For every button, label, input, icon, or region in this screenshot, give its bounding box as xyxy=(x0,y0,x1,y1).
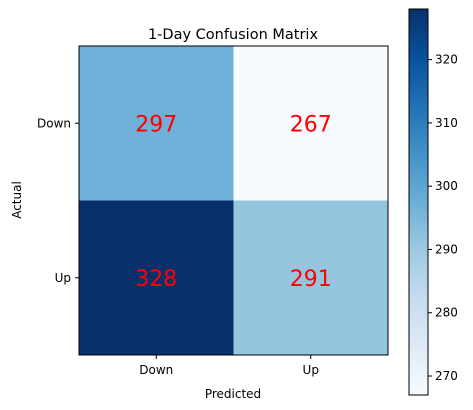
colorbar xyxy=(408,8,429,396)
heatmap-cell xyxy=(233,200,389,356)
heatmap-cell xyxy=(79,46,234,201)
x-axis-label: Predicted xyxy=(205,387,261,401)
cell-value-label: 291 xyxy=(290,267,332,292)
heatmap-cells: 297 267 328 291 xyxy=(79,46,389,356)
cell-value-label: 297 xyxy=(135,112,177,137)
x-tick-label: Up xyxy=(303,363,319,377)
cell-value-label: 267 xyxy=(290,112,332,137)
plot-frame xyxy=(78,45,389,356)
colorbar-tick-label: 280 xyxy=(435,306,458,320)
y-tick-label: Up xyxy=(55,271,71,285)
colorbar-tick-label: 310 xyxy=(435,116,458,130)
chart-title: 1-Day Confusion Matrix xyxy=(148,27,319,43)
colorbar-tick-label: 300 xyxy=(435,179,458,193)
colorbar-tick-label: 290 xyxy=(435,242,458,256)
x-tick-label: Down xyxy=(139,363,173,377)
heatmap-cell xyxy=(79,200,234,356)
colorbar-tick-label: 320 xyxy=(435,53,458,67)
colorbar-tick-label: 270 xyxy=(435,369,458,383)
cell-value-label: 328 xyxy=(135,267,177,292)
colorbar-ticks: 270 280 290 300 310 320 xyxy=(428,53,458,383)
y-axis-ticks: Down Up xyxy=(37,116,79,285)
x-axis-ticks: Down Up xyxy=(139,355,319,377)
y-axis-label: Actual xyxy=(10,181,24,219)
y-tick-label: Down xyxy=(37,116,71,130)
heatmap-cell xyxy=(233,46,389,201)
